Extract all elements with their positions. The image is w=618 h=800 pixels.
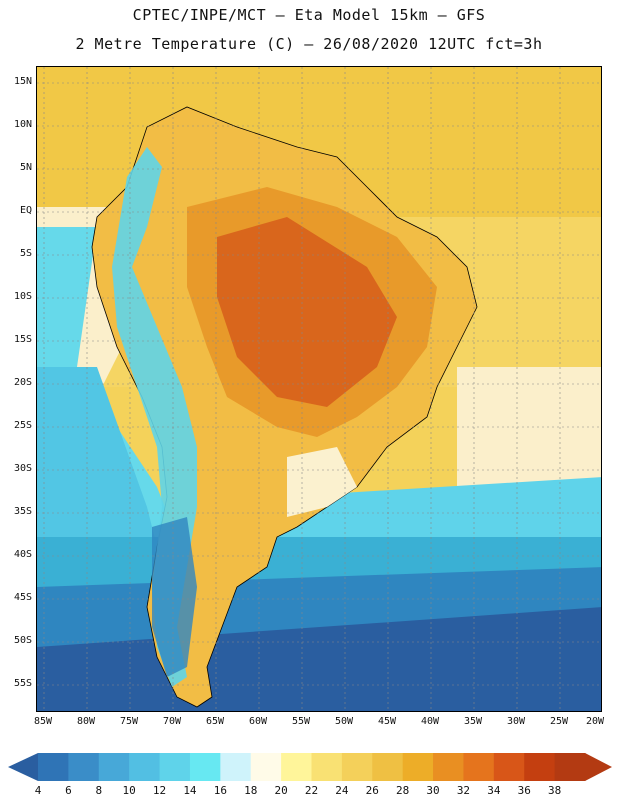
colorbar-tick-label: 4 bbox=[34, 784, 42, 797]
lat-label-20s: 20S bbox=[13, 377, 32, 388]
lat-label-45s: 45S bbox=[13, 592, 32, 603]
map-canvas bbox=[37, 67, 601, 711]
colorbar-segment bbox=[98, 753, 130, 781]
lat-label-30s: 30S bbox=[13, 463, 32, 474]
lon-label-30w: 30W bbox=[506, 716, 526, 727]
colorbar-tick-label: 24 bbox=[335, 784, 349, 797]
colorbar-segment bbox=[524, 753, 556, 781]
lon-label-75w: 75W bbox=[119, 716, 139, 727]
lat-label-5s: 5S bbox=[19, 248, 32, 259]
lat-label-5n: 5N bbox=[19, 162, 32, 173]
colorbar-segment bbox=[68, 753, 100, 781]
colorbar-tick-label: 20 bbox=[274, 784, 288, 797]
colorbar-segment bbox=[281, 753, 312, 781]
lon-label-35w: 35W bbox=[463, 716, 483, 727]
lat-label-10s: 10S bbox=[13, 291, 32, 302]
lon-label-80w: 80W bbox=[76, 716, 96, 727]
colorbar-segments bbox=[38, 753, 586, 781]
colorbar-segment bbox=[372, 753, 404, 781]
colorbar-tick-label: 16 bbox=[213, 784, 227, 797]
ocean-band-pale-east bbox=[457, 367, 601, 497]
lon-label-55w: 55W bbox=[291, 716, 311, 727]
lat-label-35s: 35S bbox=[13, 506, 32, 517]
colorbar-tick-label: 10 bbox=[122, 784, 136, 797]
lat-label-50s: 50S bbox=[13, 635, 32, 646]
colorbar-tick-label: 32 bbox=[456, 784, 471, 797]
colorbar-segment bbox=[159, 753, 191, 781]
colorbar-tick-label: 14 bbox=[183, 784, 197, 797]
colorbar-segment bbox=[493, 753, 525, 781]
lat-label-55s: 55S bbox=[13, 678, 32, 689]
lat-label-15n: 15N bbox=[13, 76, 32, 87]
lon-label-20w: 20W bbox=[585, 716, 605, 727]
colorbar-tick-label: 36 bbox=[517, 784, 531, 797]
colorbar-tick-label: 22 bbox=[304, 784, 319, 797]
colorbar-tick-label: 30 bbox=[426, 784, 440, 797]
colorbar-segment bbox=[129, 753, 161, 781]
colorbar-tick-label: 18 bbox=[244, 784, 258, 797]
colorbar-tick-label: 28 bbox=[396, 784, 410, 797]
colorbar-segment bbox=[341, 753, 373, 781]
lat-label-40s: 40S bbox=[13, 549, 32, 560]
colorbar-segment bbox=[433, 753, 464, 781]
southeast-mild bbox=[287, 447, 357, 517]
map-title-line2: 2 Metre Temperature (C) – 26/08/2020 12U… bbox=[75, 35, 543, 53]
colorbar-tick-label: 38 bbox=[547, 784, 562, 797]
lat-label-15s: 15S bbox=[13, 334, 32, 345]
colorbar-segment bbox=[38, 753, 69, 781]
lon-label-50w: 50W bbox=[334, 716, 354, 727]
lon-label-45w: 45W bbox=[377, 716, 397, 727]
temperature-map[interactable] bbox=[36, 66, 602, 712]
colorbar-tick-label: 12 bbox=[152, 784, 167, 797]
lon-label-65w: 65W bbox=[205, 716, 225, 727]
lon-label-70w: 70W bbox=[162, 716, 182, 727]
lat-label-10n: 10N bbox=[13, 119, 32, 130]
patagonia-cold bbox=[152, 517, 197, 677]
lat-label-eq: EQ bbox=[19, 205, 32, 216]
colorbar-segment bbox=[463, 753, 495, 781]
lon-label-60w: 60W bbox=[248, 716, 268, 727]
colorbar-min-arrow bbox=[8, 753, 38, 781]
colorbar-tick-label: 34 bbox=[487, 784, 501, 797]
colorbar-segment bbox=[311, 753, 343, 781]
colorbar-max-arrow bbox=[585, 753, 612, 781]
colorbar-tick-label: 8 bbox=[95, 784, 103, 797]
colorbar-tick-label: 6 bbox=[65, 784, 72, 797]
colorbar-segment bbox=[250, 753, 282, 781]
lon-label-85w: 85W bbox=[33, 716, 53, 727]
colorbar-tick-label: 26 bbox=[365, 784, 379, 797]
lon-label-25w: 25W bbox=[549, 716, 569, 727]
grid-lines bbox=[37, 67, 601, 711]
colorbar-segment bbox=[220, 753, 252, 781]
temperature-colorbar bbox=[8, 753, 612, 781]
lat-label-25s: 25S bbox=[13, 420, 32, 431]
colorbar-segment bbox=[554, 753, 586, 781]
land-hot-zone bbox=[217, 217, 397, 407]
map-title-line1: CPTEC/INPE/MCT – Eta Model 15km – GFS bbox=[132, 6, 486, 24]
colorbar-segment bbox=[402, 753, 434, 781]
lon-label-40w: 40W bbox=[420, 716, 440, 727]
ocean-cyan-2 bbox=[37, 367, 167, 587]
colorbar-segment bbox=[189, 753, 221, 781]
